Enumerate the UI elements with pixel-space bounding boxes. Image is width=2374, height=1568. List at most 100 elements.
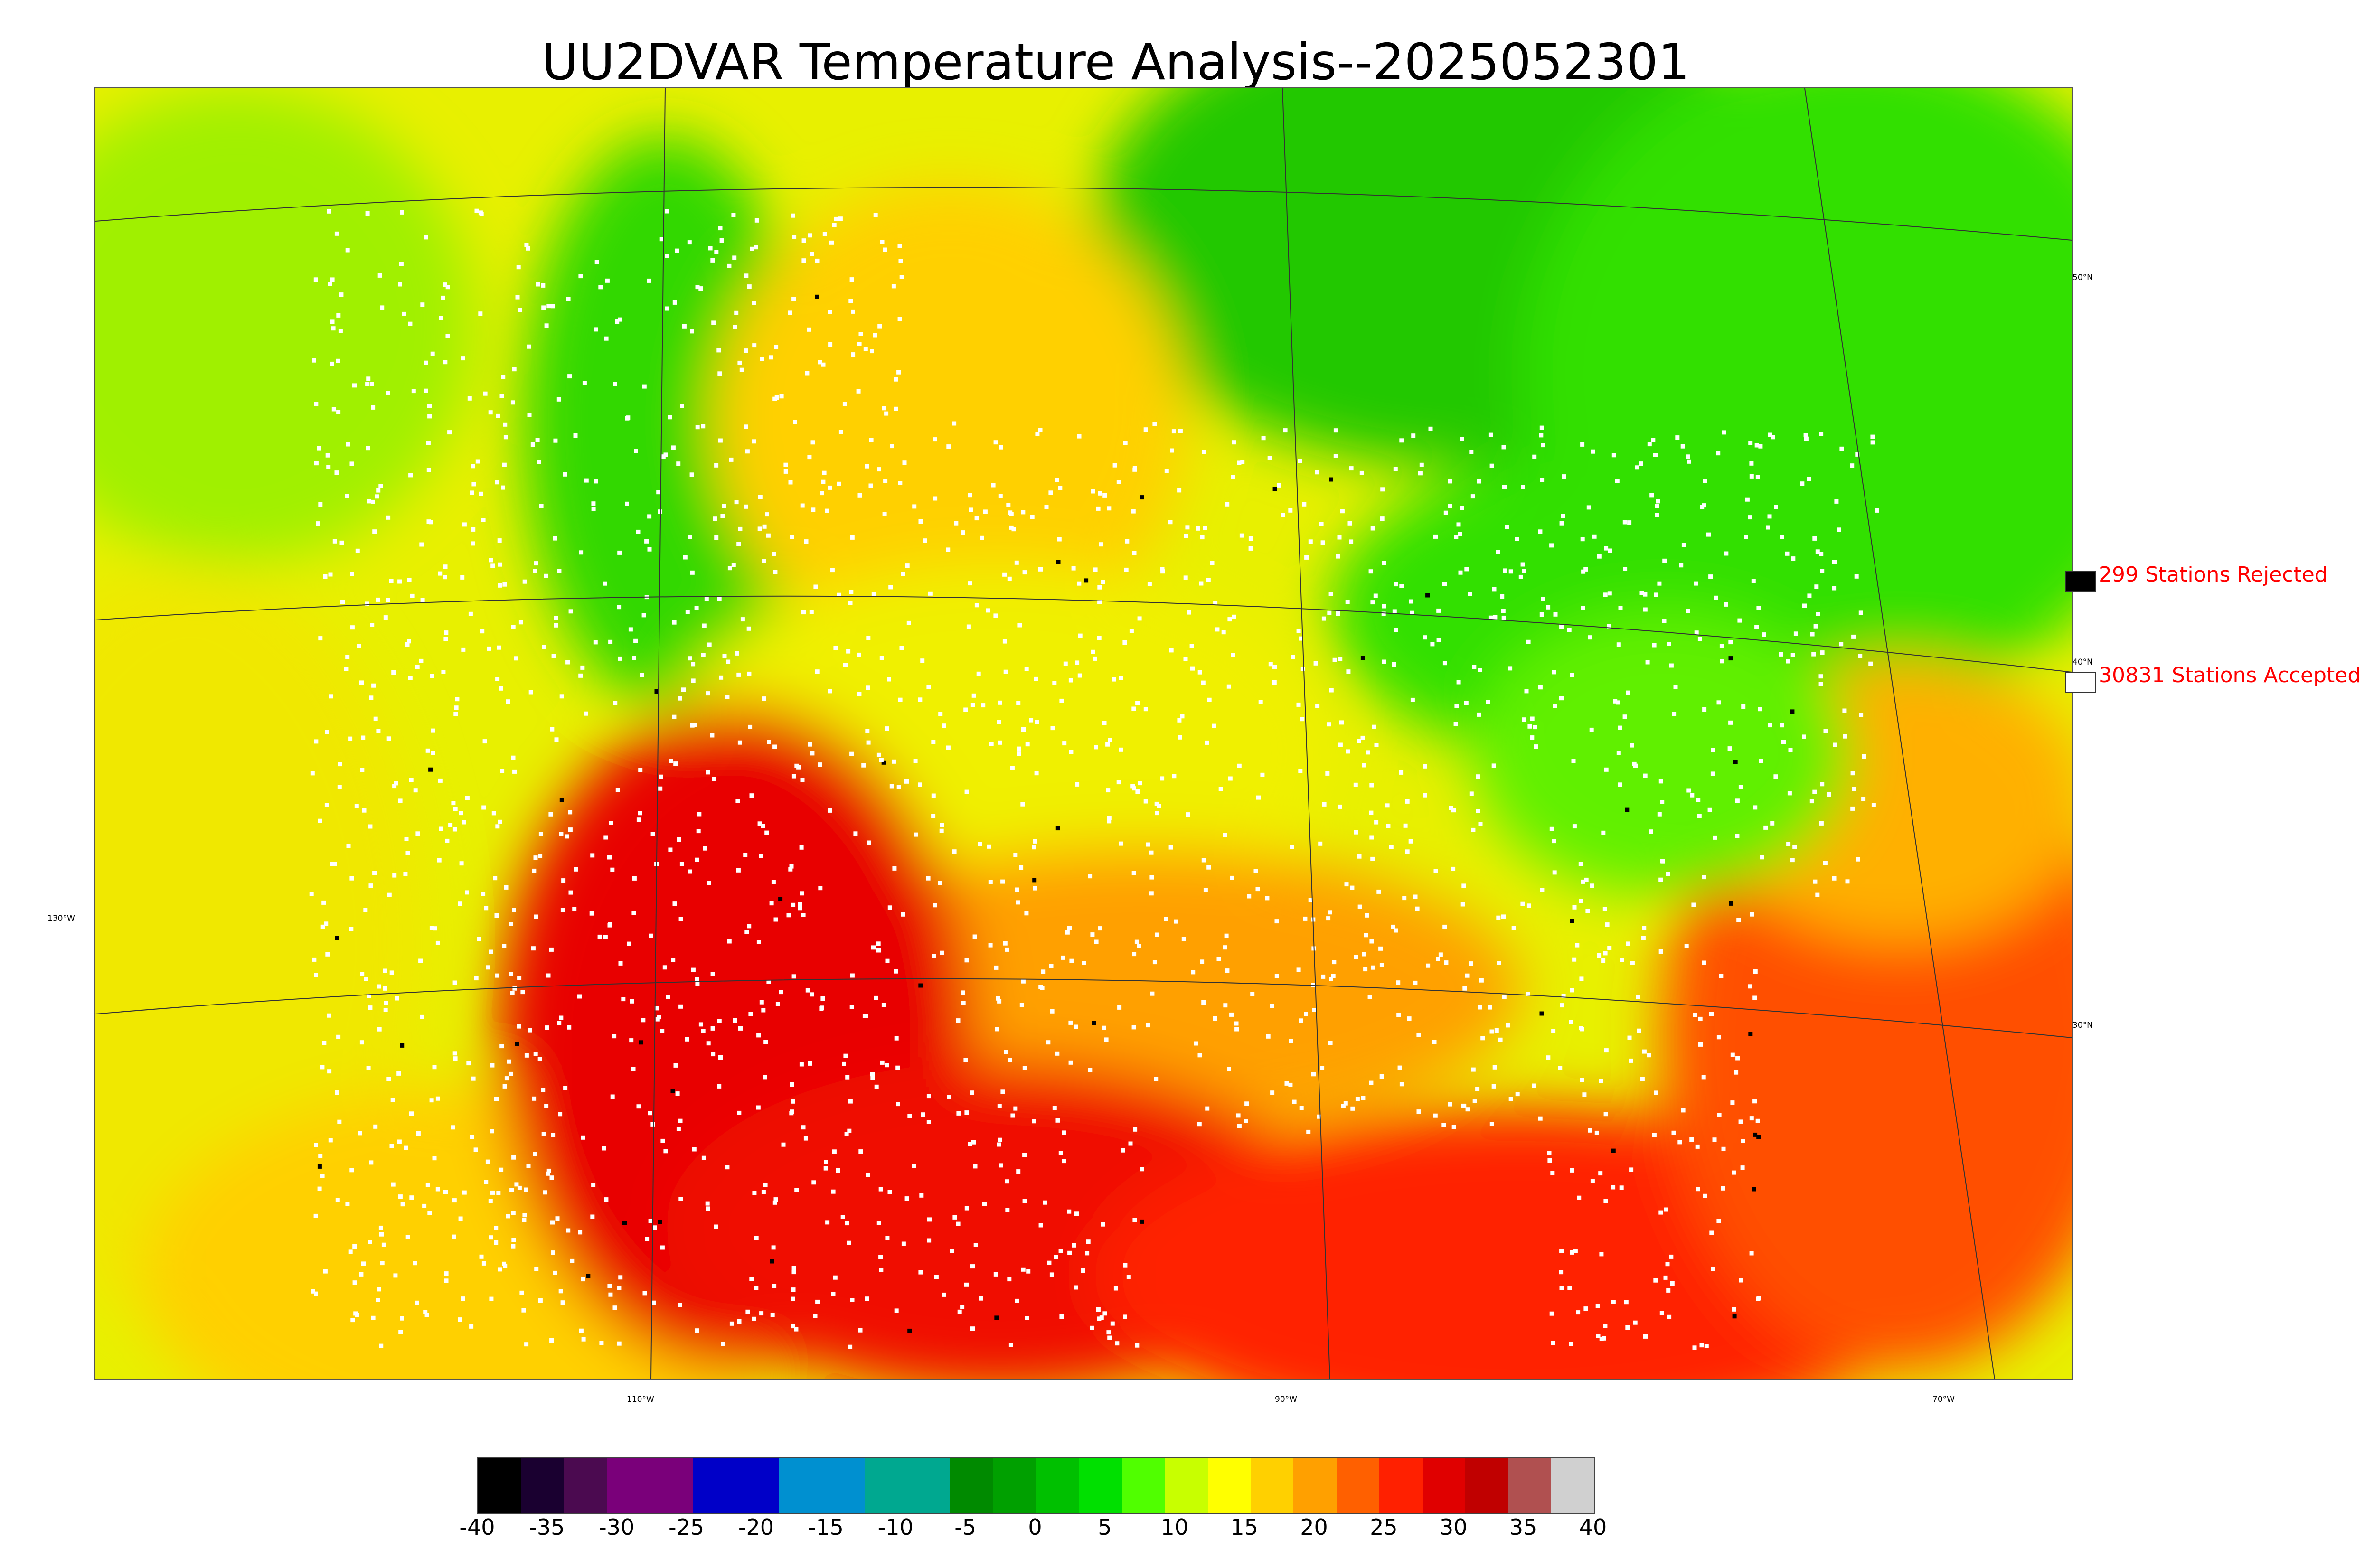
station-marker — [1068, 1020, 1073, 1025]
station-marker — [1135, 701, 1140, 705]
station-marker — [798, 906, 802, 911]
station-marker — [1577, 1195, 1582, 1200]
station-marker — [1595, 1304, 1600, 1308]
station-marker — [1538, 1116, 1543, 1121]
station-marker — [774, 345, 779, 349]
station-marker — [801, 610, 806, 615]
station-marker — [1813, 624, 1818, 629]
station-marker — [555, 1216, 560, 1221]
station-marker — [1025, 742, 1030, 747]
station-marker — [1629, 1058, 1633, 1063]
station-marker — [798, 902, 802, 907]
station-marker — [862, 1014, 867, 1018]
station-marker — [447, 430, 452, 435]
station-marker — [824, 1160, 828, 1164]
station-marker — [481, 892, 486, 896]
station-marker — [689, 472, 694, 477]
station-marker — [711, 1052, 716, 1057]
station-marker — [1033, 886, 1037, 891]
station-marker — [1579, 1026, 1583, 1031]
station-marker — [448, 823, 453, 827]
station-marker — [379, 1232, 384, 1237]
station-marker — [650, 1122, 655, 1127]
station-marker — [325, 730, 329, 734]
station-marker — [1702, 875, 1706, 880]
colorbar-segment — [1165, 1458, 1208, 1513]
station-marker — [453, 1056, 458, 1061]
station-marker — [392, 873, 397, 878]
station-marker — [701, 1029, 706, 1033]
station-marker — [1132, 1218, 1137, 1222]
station-marker — [672, 300, 677, 305]
station-marker — [1588, 635, 1592, 640]
station-marker — [499, 1167, 504, 1172]
station-marker — [345, 494, 349, 498]
station-marker — [1349, 539, 1354, 544]
station-marker — [1119, 676, 1123, 680]
station-marker — [1530, 735, 1535, 740]
station-marker — [697, 812, 702, 817]
station-marker — [1571, 759, 1576, 763]
station-marker — [371, 1315, 376, 1320]
station-marker — [1003, 669, 1008, 674]
station-marker — [1464, 567, 1469, 572]
station-marker — [1376, 889, 1381, 894]
station-marker — [1539, 1011, 1544, 1016]
station-marker — [1736, 918, 1741, 922]
station-marker — [484, 1180, 489, 1184]
station-marker — [919, 1193, 924, 1198]
graticule — [95, 88, 2072, 1379]
station-marker — [510, 400, 515, 405]
station-marker — [1017, 751, 1021, 756]
station-marker — [1200, 535, 1205, 540]
station-marker — [881, 1003, 886, 1007]
station-marker — [1763, 825, 1768, 830]
station-marker — [368, 824, 373, 829]
station-marker — [1255, 887, 1260, 892]
station-marker — [970, 703, 975, 707]
station-marker — [762, 524, 767, 529]
station-marker — [1328, 910, 1332, 915]
station-marker — [413, 1261, 417, 1266]
station-marker — [828, 808, 832, 813]
station-marker — [687, 240, 692, 245]
station-marker — [1744, 535, 1748, 539]
station-marker — [1413, 980, 1418, 985]
station-marker — [335, 1090, 339, 1095]
station-marker — [1017, 746, 1021, 751]
station-marker — [1299, 1018, 1303, 1023]
colorbar-tick-label: 0 — [1028, 1514, 1042, 1540]
station-marker — [532, 1096, 537, 1101]
station-marker — [719, 675, 724, 680]
station-marker — [877, 324, 882, 329]
station-marker — [1580, 537, 1585, 542]
station-marker — [913, 759, 918, 763]
station-marker — [413, 788, 418, 793]
station-marker — [314, 402, 319, 406]
station-marker — [1686, 454, 1690, 459]
station-marker — [1416, 1109, 1421, 1114]
station-marker — [1361, 1096, 1366, 1100]
station-marker — [1658, 779, 1663, 784]
station-marker — [1686, 609, 1690, 613]
station-marker — [443, 564, 448, 569]
station-marker — [1007, 1277, 1012, 1282]
station-marker — [1748, 441, 1753, 445]
station-marker — [1755, 475, 1760, 479]
station-marker — [1660, 800, 1665, 804]
station-marker — [314, 1291, 318, 1296]
station-marker — [617, 1286, 622, 1290]
colorbar-segment — [950, 1458, 993, 1513]
station-marker — [1304, 1012, 1308, 1016]
station-marker — [1025, 1316, 1029, 1320]
station-marker — [779, 990, 783, 995]
station-marker — [1202, 450, 1206, 454]
station-marker — [964, 958, 969, 963]
station-marker — [946, 444, 951, 449]
station-marker — [607, 1284, 612, 1288]
station-marker — [722, 654, 727, 658]
station-marker — [1709, 1012, 1714, 1016]
station-marker — [914, 832, 918, 837]
station-marker — [1491, 1084, 1496, 1089]
station-marker — [1704, 1344, 1709, 1348]
